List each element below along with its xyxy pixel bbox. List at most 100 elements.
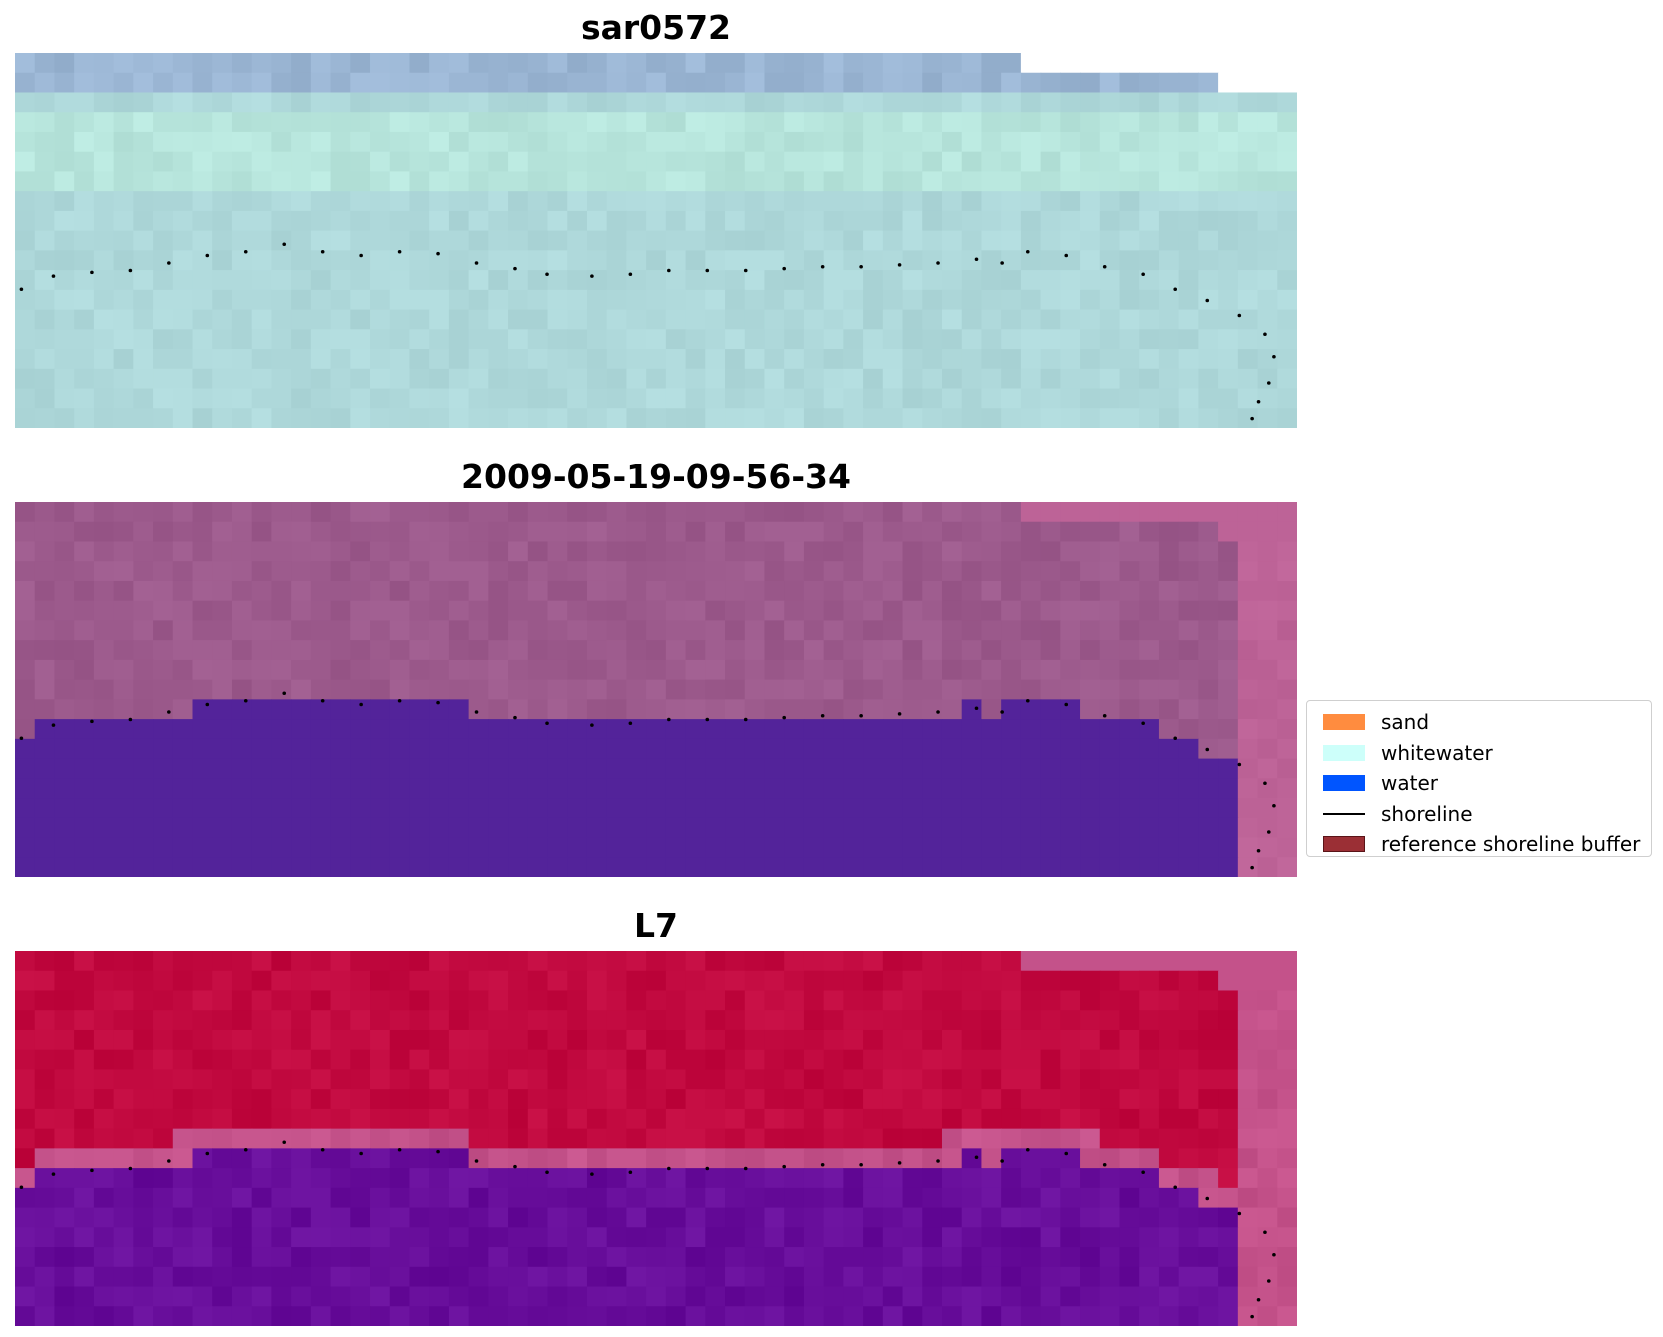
pixel: [172, 1168, 194, 1189]
pixel: [784, 309, 805, 330]
pixel: [172, 1108, 194, 1130]
pixel: [941, 270, 963, 291]
pixel: [705, 951, 726, 972]
pixel: [1001, 719, 1022, 740]
pixel: [567, 1029, 588, 1051]
pixel: [54, 580, 75, 602]
pixel: [389, 368, 411, 390]
pixel: [882, 230, 904, 251]
pixel: [586, 388, 608, 409]
pixel: [271, 92, 292, 113]
pixel: [429, 620, 450, 641]
pixel: [251, 970, 272, 992]
pixel: [448, 951, 470, 972]
pixel: [744, 210, 766, 232]
pixel: [153, 699, 174, 720]
shoreline-point: [1272, 803, 1276, 808]
pixel: [665, 798, 687, 819]
pixel: [1178, 738, 1199, 760]
pixel: [153, 521, 174, 543]
pixel: [93, 131, 115, 153]
pixel: [1020, 329, 1042, 350]
pixel: [508, 679, 529, 700]
pixel: [922, 53, 943, 74]
pixel: [231, 1029, 253, 1051]
pixel: [133, 719, 154, 740]
pixel: [1080, 349, 1101, 370]
pixel: [705, 1069, 726, 1090]
pixel: [34, 778, 56, 799]
pixel: [251, 1089, 272, 1110]
pixel: [508, 659, 529, 681]
pixel: [567, 521, 588, 543]
pixel: [231, 270, 253, 291]
pixel: [567, 1207, 588, 1228]
pixel: [74, 191, 95, 212]
legend-label-water: water: [1381, 771, 1438, 795]
pixel: [133, 388, 154, 409]
pixel: [606, 758, 628, 779]
pixel: [488, 53, 509, 74]
pixel: [823, 329, 844, 350]
pixel: [705, 171, 726, 192]
pixel: [941, 758, 963, 779]
pixel: [705, 1089, 726, 1110]
pixel: [251, 53, 272, 74]
pixel: [626, 758, 647, 779]
pixel: [15, 719, 36, 740]
pixel: [803, 171, 825, 192]
pixel: [843, 388, 864, 409]
pixel: [1198, 970, 1219, 992]
pixel: [882, 719, 904, 740]
pixel: [764, 1010, 785, 1031]
pixel: [725, 857, 746, 877]
pixel: [606, 679, 628, 700]
pixel: [725, 951, 746, 972]
pixel: [330, 561, 351, 582]
pixel: [823, 1029, 844, 1051]
pixel: [863, 1049, 884, 1071]
pixel: [902, 230, 923, 251]
pixel: [863, 1089, 884, 1110]
pixel: [725, 112, 746, 133]
pixel: [725, 580, 746, 602]
pixel: [922, 679, 943, 700]
pixel: [271, 778, 292, 799]
pixel: [508, 270, 529, 291]
pixel: [468, 600, 489, 622]
pixel: [488, 92, 509, 113]
pixel: [823, 191, 844, 212]
pixel: [981, 719, 1002, 740]
pixel: [330, 1266, 351, 1288]
pixel: [113, 837, 134, 858]
pixel: [1158, 857, 1180, 877]
pixel: [15, 1306, 36, 1326]
pixel: [1257, 112, 1278, 133]
shoreline-point: [282, 1140, 287, 1145]
pixel: [508, 329, 529, 350]
pixel: [725, 171, 746, 192]
pixel: [902, 990, 923, 1011]
pixel: [350, 388, 371, 409]
pixel: [606, 1227, 628, 1248]
pixel: [1001, 1227, 1022, 1248]
pixel: [1040, 1168, 1061, 1189]
pixel: [1060, 1168, 1081, 1189]
pixel: [665, 112, 687, 133]
pixel: [1080, 502, 1101, 523]
pixel: [1158, 151, 1180, 173]
pixel: [606, 561, 628, 582]
pixel: [113, 990, 134, 1011]
pixel: [665, 561, 687, 582]
pixel: [606, 951, 628, 972]
pixel: [1237, 191, 1259, 212]
pixel: [1001, 817, 1022, 839]
pixel: [685, 1089, 706, 1110]
pixel: [922, 620, 943, 641]
pixel: [1119, 502, 1140, 523]
pixel: [1277, 270, 1297, 291]
pixel: [1020, 541, 1042, 562]
pixel: [1237, 502, 1259, 523]
pixel: [15, 171, 36, 192]
pixel: [508, 837, 529, 858]
